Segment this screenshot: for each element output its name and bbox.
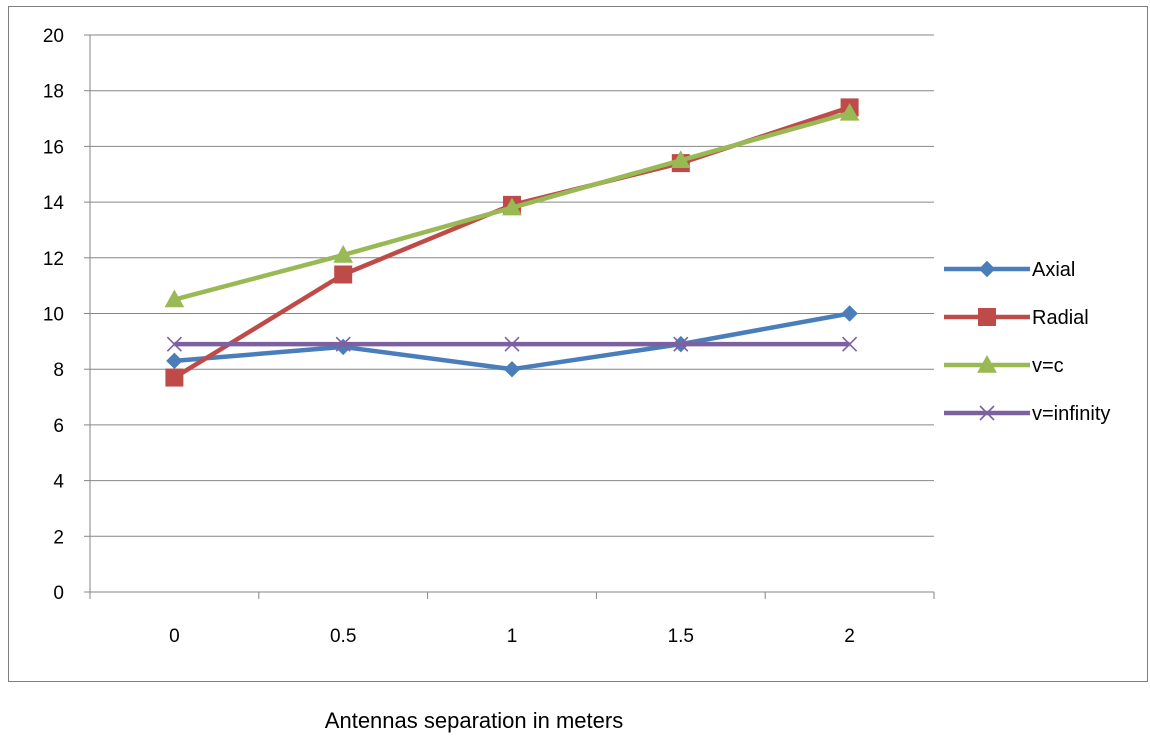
y-tick-label: 18 (43, 82, 64, 103)
data-point-v-infinity (504, 336, 520, 352)
y-tick-label: 4 (53, 472, 64, 493)
x-tick-label: 0.5 (330, 626, 356, 647)
series-line-radial (173, 105, 851, 380)
y-tick-label: 12 (43, 249, 64, 270)
legend-label-axial: Axial (1032, 259, 1075, 281)
x-tick-label: 1 (507, 626, 518, 647)
y-tick-label: 0 (53, 583, 64, 604)
x-tick-label: 1.5 (668, 626, 694, 647)
data-point-v-infinity (842, 336, 858, 352)
y-tick-label: 8 (53, 360, 64, 381)
legend-label-radial: Radial (1032, 307, 1089, 329)
x-tick-label: 0 (169, 626, 180, 647)
data-point-axial (334, 338, 352, 356)
data-point-v-infinity (166, 336, 182, 352)
data-point-v-infinity (335, 336, 351, 352)
y-tick-label: 10 (43, 305, 64, 326)
y-tick-label: 16 (43, 137, 64, 158)
y-tick-label: 2 (53, 527, 64, 548)
data-point-radial (334, 265, 353, 284)
legend-marker-v-c (977, 354, 997, 373)
data-point-axial (503, 360, 521, 378)
legend-marker-v-infinity (979, 405, 995, 421)
data-point-axial (841, 305, 858, 322)
legend-marker-radial (978, 308, 996, 326)
legend-label-v-c: v=c (1032, 355, 1064, 377)
legend-marker-axial (978, 260, 996, 278)
x-tick-label: 2 (844, 626, 855, 647)
x-axis-title: Antennas separation in meters (324, 708, 624, 733)
data-point-axial (166, 352, 183, 370)
data-point-v-c (839, 102, 860, 121)
y-tick-label: 6 (53, 416, 64, 437)
y-tick-label: 20 (43, 26, 64, 47)
data-point-v-c (670, 150, 691, 169)
y-tick-label: 14 (43, 193, 65, 214)
data-point-v-infinity (673, 336, 689, 352)
data-point-v-c (333, 244, 354, 263)
series-line-axial (174, 311, 851, 372)
legend-label-v-infinity: v=infinity (1032, 403, 1110, 425)
data-point-v-c (502, 197, 522, 216)
data-point-v-c (164, 289, 185, 308)
data-point-radial (165, 368, 184, 387)
